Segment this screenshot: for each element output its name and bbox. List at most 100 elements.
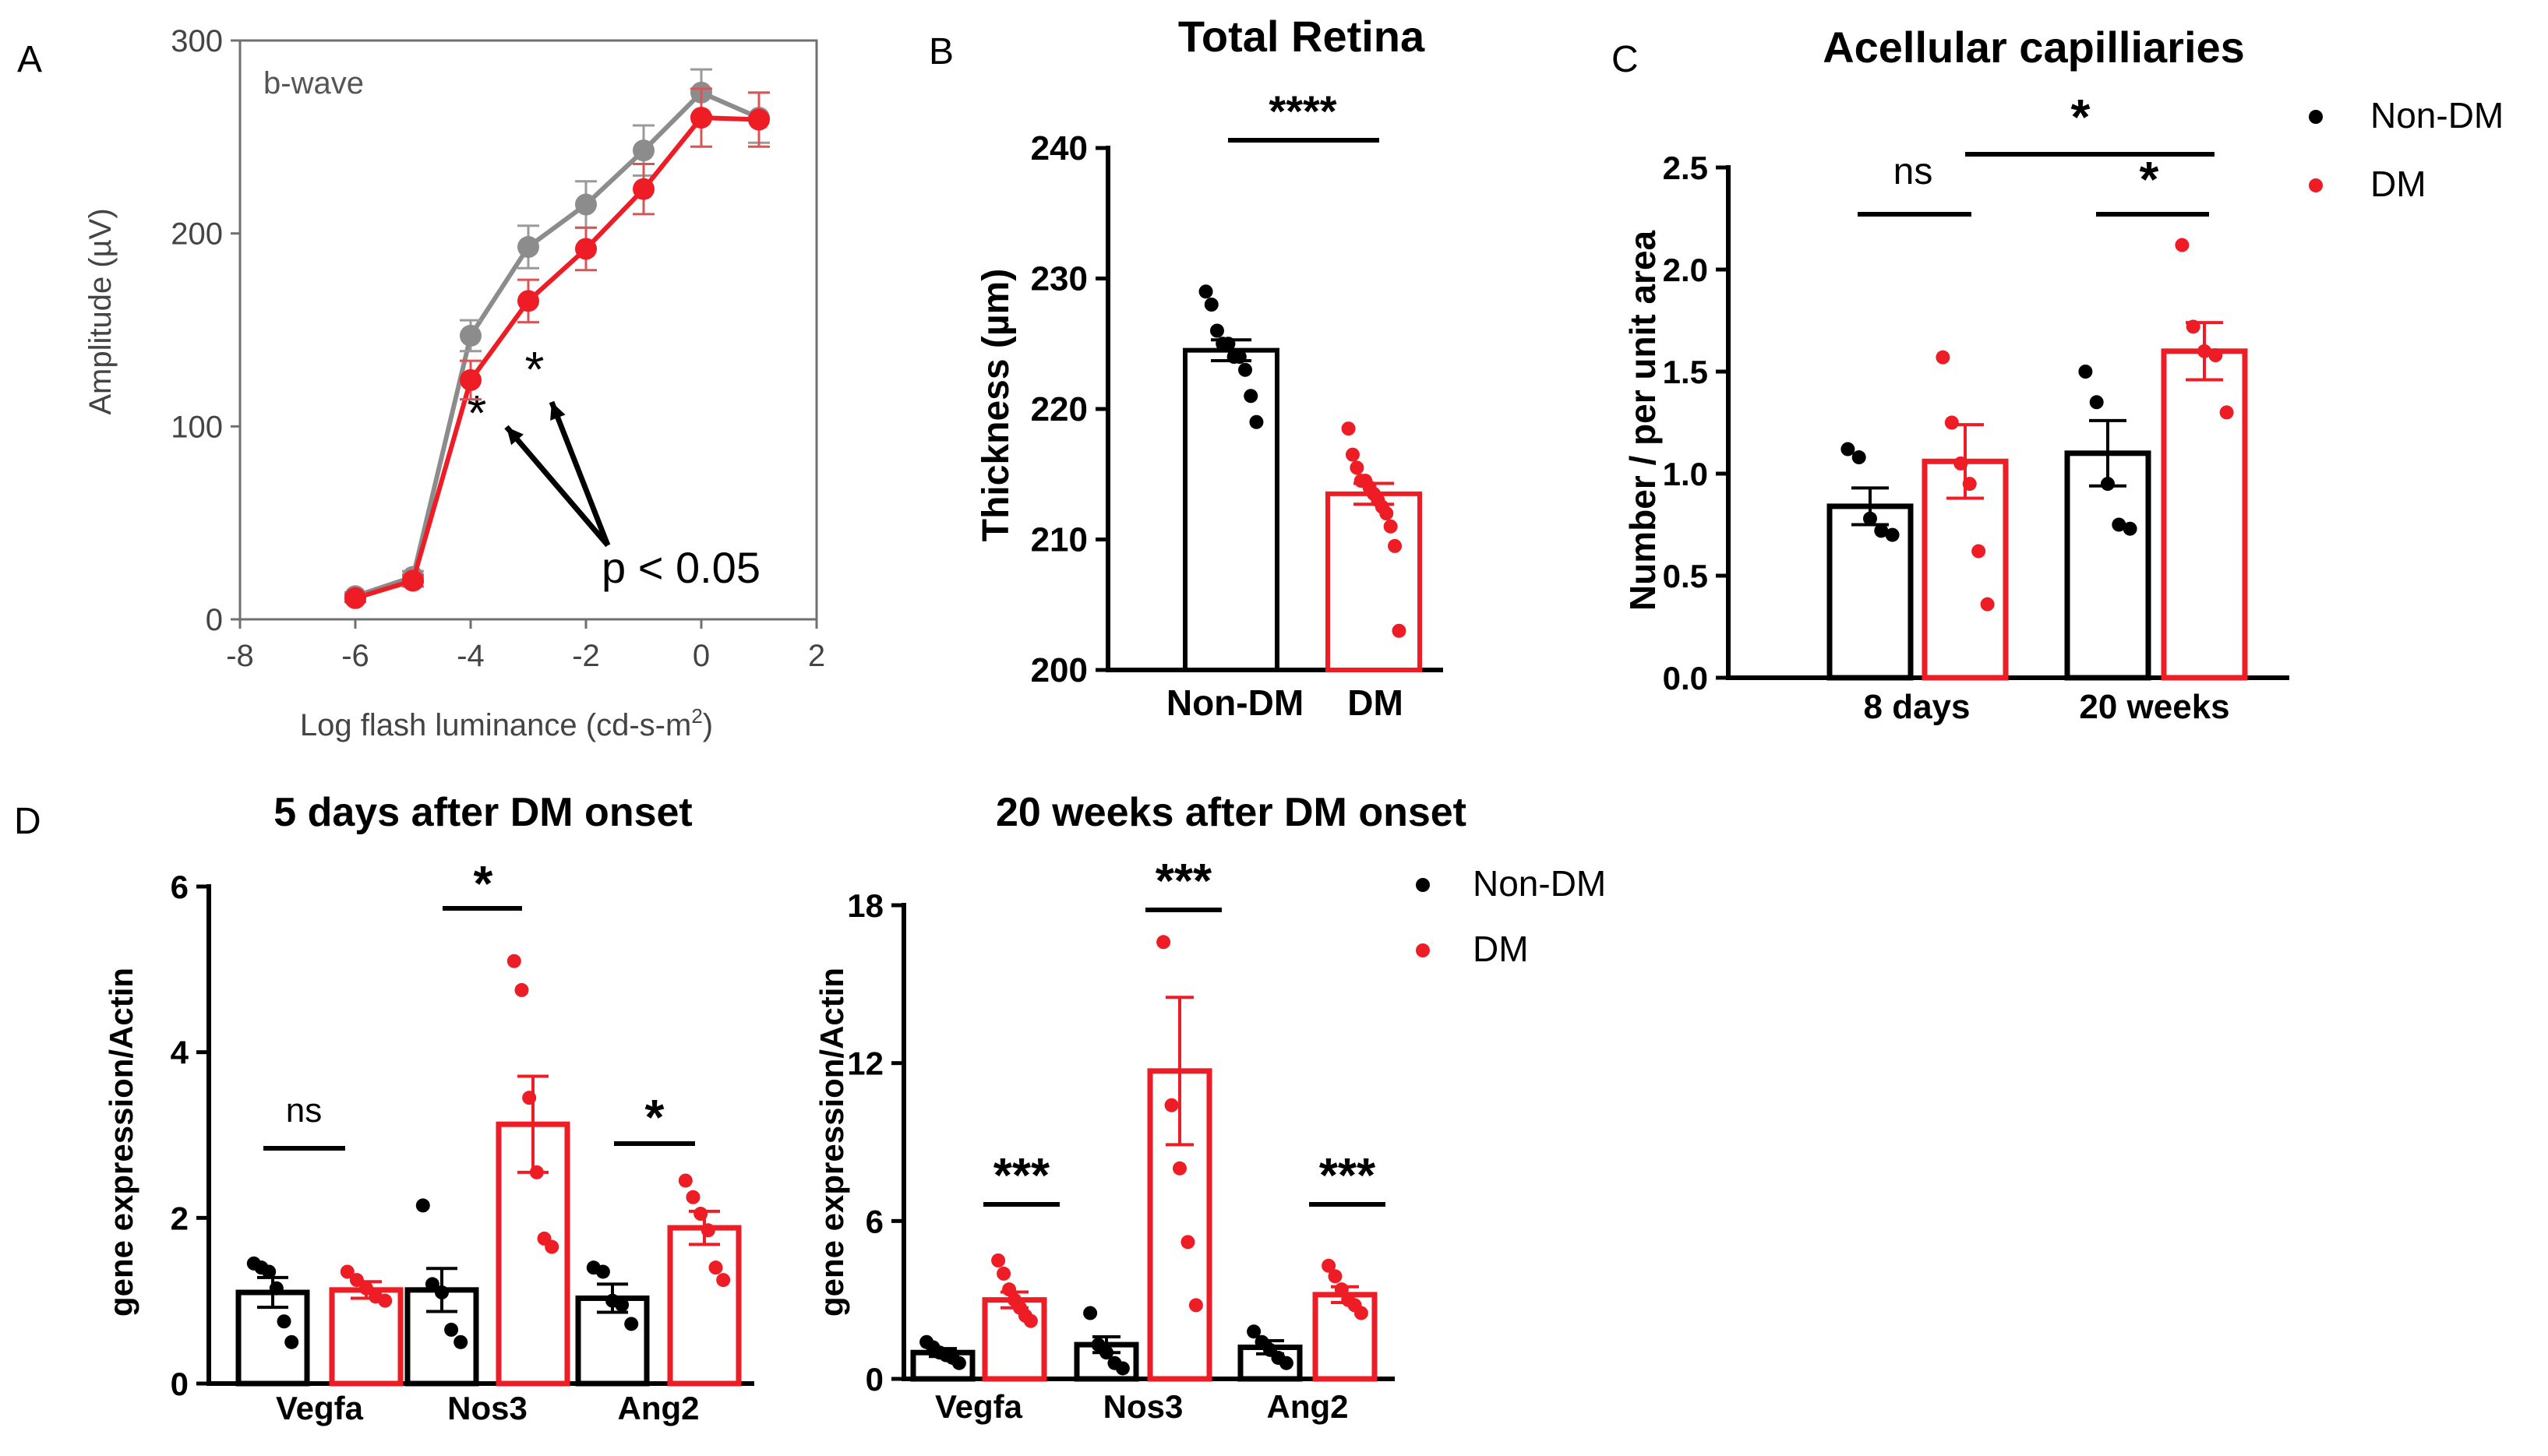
panel-c-point-non-dm	[2123, 521, 2137, 536]
panel-a-data-point-dm	[690, 107, 712, 129]
panel-b-point-non-dm	[1238, 362, 1253, 377]
panel-d1-point-dm	[349, 1273, 364, 1288]
panel-d1-point-dm	[506, 954, 521, 968]
panel-d1-y-tick-label: 6	[171, 869, 189, 905]
panel-d1-category-label: Ang2	[618, 1390, 700, 1426]
panel-a-x-tick-label: -8	[226, 639, 254, 673]
panel-d1-point-non-dm	[415, 1198, 430, 1213]
panel-c-point-non-dm	[2112, 517, 2126, 532]
panel-b-point-dm	[1379, 506, 1394, 520]
panel-b-point-dm	[1388, 538, 1403, 553]
panel-d1-point-dm	[686, 1190, 701, 1204]
panel-a-x-axis-label: Log flash luminance (cd-s-m2)	[300, 704, 713, 742]
panel-c-bar-dm	[2161, 348, 2248, 681]
panel-d1-point-dm	[378, 1293, 393, 1308]
panel-b-point-dm	[1392, 623, 1406, 638]
panel-c-title: Acellular capilliaries	[1823, 23, 2245, 72]
panel-a-x-tick-label: -2	[572, 639, 600, 673]
panel-b-point-dm	[1345, 447, 1360, 462]
panel-b-point-non-dm	[1249, 414, 1264, 429]
panel-d2-point-non-dm	[1279, 1356, 1293, 1370]
panel-a-series-line-dm	[355, 115, 760, 601]
panel-c-y-tick-label: 0.0	[1663, 660, 1708, 696]
panel-a-data-point-dm	[517, 290, 539, 312]
panel-b-y-tick-label: 220	[1031, 390, 1088, 428]
legend-d-dm-dot	[1416, 943, 1430, 957]
panel-label-b: B	[929, 31, 954, 72]
panel-d2-y-tick-label: 12	[847, 1045, 884, 1082]
panel-b-point-dm	[1383, 519, 1398, 534]
panel-d2-y-axis-label: gene expression/Actin	[813, 968, 850, 1317]
panel-d1-point-non-dm	[444, 1322, 459, 1337]
panel-c-point-dm	[2175, 238, 2190, 252]
panel-d1-point-non-dm	[615, 1297, 630, 1312]
panel-b-point-non-dm	[1244, 389, 1258, 404]
panel-b-y-tick-label: 230	[1031, 260, 1088, 298]
panel-d1-point-non-dm	[277, 1314, 291, 1329]
panel-a-data-point-dm	[402, 569, 424, 592]
panel-a-x-tick-label: 2	[808, 639, 825, 673]
panel-b-title: Total Retina	[1178, 12, 1425, 61]
panel-b-bar-dm	[1325, 491, 1422, 672]
panel-a-line-chart: b-wave Log flash luminance (cd-s-m2) Amp…	[83, 24, 825, 742]
panel-c-category-label: 8 days	[1864, 688, 1971, 726]
panel-d2-y-tick-label: 18	[847, 887, 884, 924]
legend-d-dm-label: DM	[1473, 929, 1529, 969]
panel-b-category-label: DM	[1347, 682, 1403, 723]
panel-a-arrowhead-2	[550, 402, 566, 421]
panel-d2-point-dm	[1173, 1161, 1187, 1176]
panel-a-data-point-dm	[575, 238, 597, 260]
panel-c-point-dm	[1971, 544, 1986, 559]
panel-d2-point-dm	[1353, 1306, 1368, 1320]
panel-c-point-non-dm	[1851, 450, 1866, 465]
panel-d2-title: 20 weeks after DM onset	[996, 790, 1466, 835]
panel-b-bar-non-dm	[1183, 347, 1279, 672]
panel-a-x-axis-label-sup: 2	[691, 704, 702, 728]
panel-d2-point-non-dm	[951, 1356, 966, 1370]
panel-d1-point-non-dm	[262, 1264, 277, 1279]
panel-a-x-tick-label: -4	[457, 639, 485, 673]
legend-c-non-dm-dot	[2309, 110, 2323, 124]
panel-a-x-tick-label: 0	[693, 639, 710, 673]
panel-d1-point-non-dm	[595, 1264, 610, 1279]
panel-d2-category-label: Nos3	[1103, 1388, 1184, 1425]
panel-c-point-non-dm	[2089, 395, 2104, 410]
panel-a-arrow-2	[549, 400, 611, 547]
panel-c-y-tick-label: 1.5	[1663, 354, 1708, 390]
legend-c-dm-label: DM	[2370, 164, 2426, 204]
panel-a-x-axis-label-end: )	[703, 708, 713, 742]
panel-b-point-non-dm	[1204, 298, 1219, 312]
panel-a-arrow-1	[504, 425, 610, 548]
panel-d1-category-label: Vegfa	[276, 1390, 364, 1426]
panel-b-significance: ****	[1269, 86, 1336, 136]
panel-d2-y-tick-label: 6	[866, 1203, 884, 1239]
panel-c-sig-20w: *	[2140, 151, 2159, 207]
panel-d2-point-dm	[1180, 1235, 1195, 1250]
panel-d1-point-non-dm	[425, 1277, 439, 1292]
panel-c-point-dm	[2208, 348, 2223, 363]
panel-d2-point-non-dm	[1115, 1361, 1130, 1376]
panel-d2-point-non-dm	[1247, 1324, 1262, 1339]
panel-a-y-axis-label: Amplitude (µV)	[83, 208, 118, 414]
panel-d1-point-dm	[545, 1239, 559, 1254]
panel-d1-point-non-dm	[453, 1334, 468, 1349]
panel-d1-significance-label: *	[474, 855, 493, 911]
legend-c-non-dm-label: Non-DM	[2370, 95, 2504, 136]
panel-c-point-non-dm	[1885, 527, 1900, 542]
panel-c-point-non-dm	[1840, 442, 1855, 457]
panel-d2-point-non-dm	[1083, 1306, 1098, 1320]
panel-a-x-axis-label-main: Log flash luminance (cd-s-m	[300, 708, 691, 742]
panel-d1-bar-chart: 5 days after DM onset gene expression/Ac…	[103, 790, 754, 1426]
panel-c-point-dm	[2219, 405, 2234, 420]
panel-label-a: A	[17, 39, 42, 80]
panel-d2-point-dm	[1156, 935, 1171, 950]
panel-b-point-non-dm	[1198, 284, 1213, 299]
panel-a-data-point-non-dm	[575, 193, 597, 216]
legend-c-dm-dot	[2309, 178, 2323, 192]
panel-b-point-dm	[1350, 460, 1364, 475]
panel-d2-y-tick-label: 0	[866, 1361, 884, 1398]
panel-c-y-tick-label: 0.5	[1663, 558, 1708, 594]
panel-d2-bar-chart: 20 weeks after DM onset gene expression/…	[813, 790, 1606, 1425]
panel-label-c: C	[1611, 39, 1639, 80]
panel-c-sig-ns: ns	[1893, 151, 1933, 192]
